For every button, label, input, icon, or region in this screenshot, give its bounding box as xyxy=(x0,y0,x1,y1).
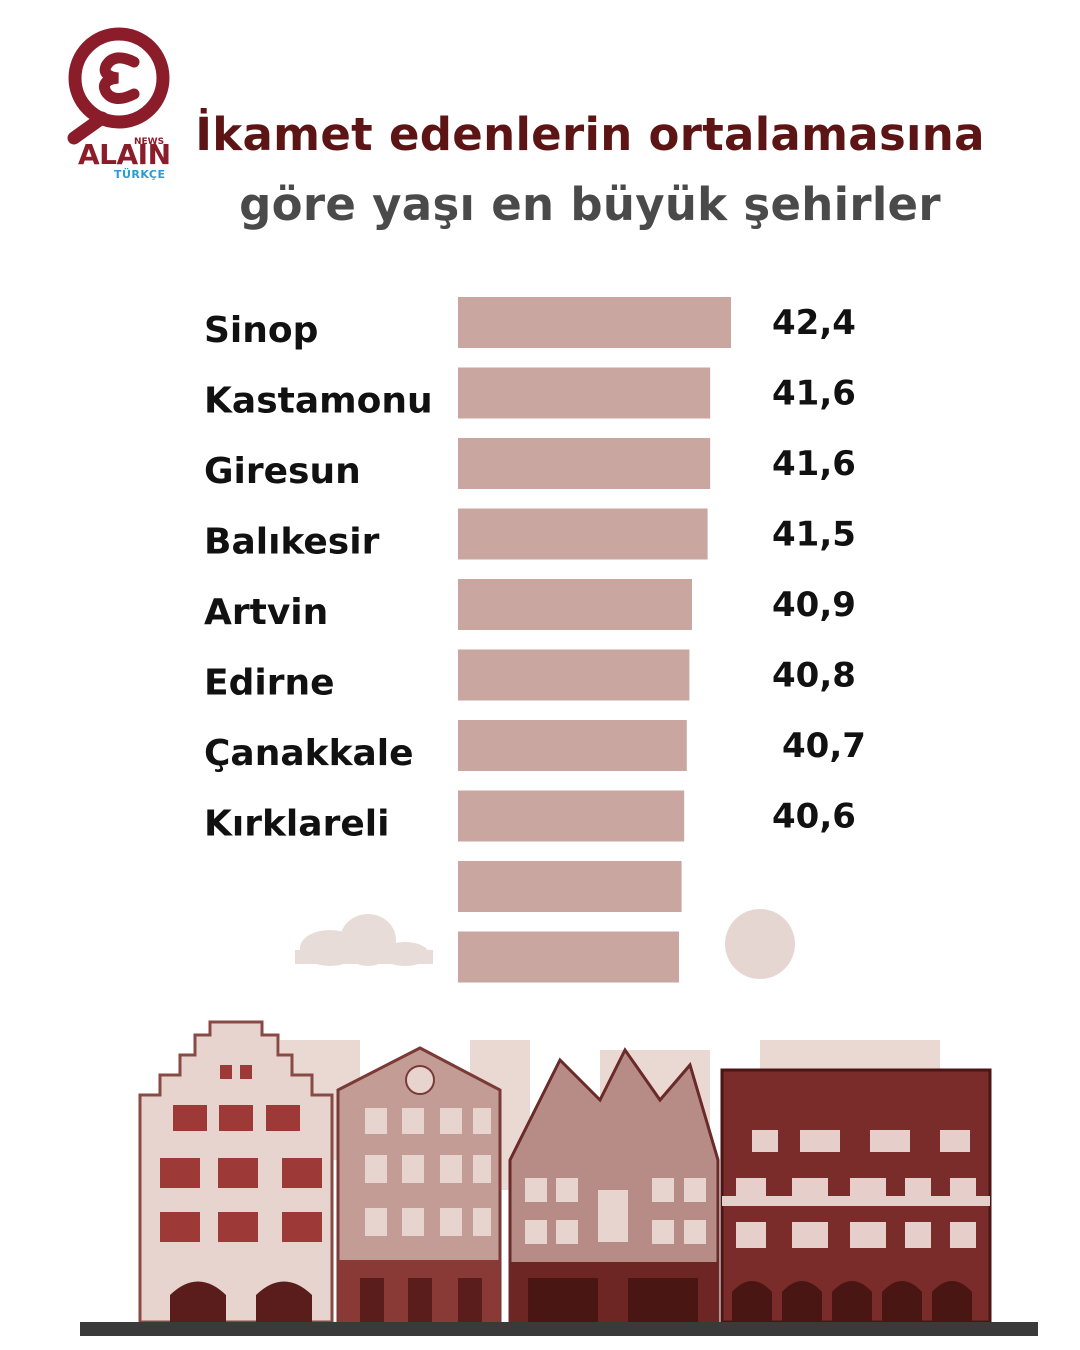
value-label: 41,5 xyxy=(772,515,856,555)
building-dark-arcade xyxy=(720,1068,992,1324)
sun-icon xyxy=(725,909,795,979)
bar-unlabeled-1 xyxy=(458,931,679,983)
bar-3 xyxy=(458,508,708,560)
street-line xyxy=(80,1322,1038,1336)
bar-0 xyxy=(458,297,731,348)
category-label: Edirne xyxy=(204,663,335,704)
category-label: Kırklareli xyxy=(204,804,389,845)
building-pitched-roof xyxy=(336,1046,502,1324)
alain-logo-icon xyxy=(67,27,170,145)
city-skyline-illustration xyxy=(80,909,1038,1336)
value-label: 41,6 xyxy=(772,374,856,414)
value-label: 40,7 xyxy=(782,726,866,766)
value-label: 41,6 xyxy=(772,444,856,484)
category-label: Balıkesir xyxy=(204,522,380,563)
value-label: 40,9 xyxy=(772,585,856,625)
brand-logo xyxy=(64,26,174,186)
bar-6 xyxy=(458,720,687,771)
category-label: Giresun xyxy=(204,451,361,492)
chart-subtitle: göre yaşı en büyük şehirler xyxy=(239,178,941,231)
category-label: Çanakkale xyxy=(204,733,414,774)
brand-tag: NEWS xyxy=(134,137,165,147)
bar-unlabeled-0 xyxy=(458,861,682,912)
category-label: Artvin xyxy=(204,592,328,633)
building-stepped-gable xyxy=(138,1020,334,1324)
chart-title: İkamet edenlerin ortalamasına xyxy=(195,108,985,161)
brand-name: ALAIN xyxy=(78,138,171,171)
bar-4 xyxy=(458,579,692,630)
bar-chart: Sinop 42,4 Kastamonu 41,6 Giresun 41,6 Balıkes… xyxy=(204,297,866,983)
value-label: 40,8 xyxy=(772,656,856,696)
bar-2 xyxy=(458,438,711,489)
bar-5 xyxy=(458,649,690,701)
value-label: 42,4 xyxy=(772,303,856,343)
cloud-icon xyxy=(295,914,433,966)
bar-7 xyxy=(458,790,685,842)
value-label: 40,6 xyxy=(772,797,856,837)
category-label: Sinop xyxy=(204,310,318,351)
bar-1 xyxy=(458,367,711,419)
category-label: Kastamonu xyxy=(204,381,433,422)
building-turrets xyxy=(508,1047,720,1324)
brand-sub: TÜRKÇE xyxy=(114,168,166,181)
